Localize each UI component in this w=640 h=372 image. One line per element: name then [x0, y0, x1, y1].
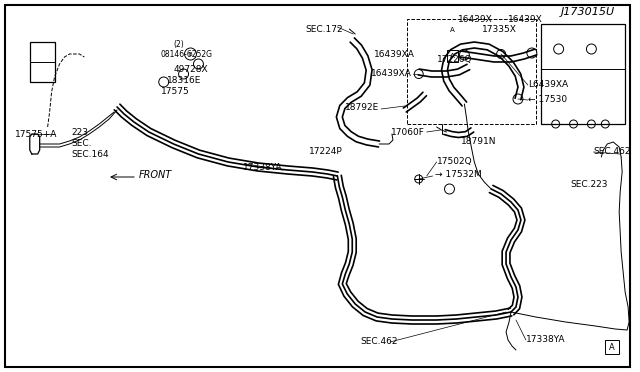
- Text: SEC.223: SEC.223: [570, 180, 608, 189]
- Text: ← 17530: ← 17530: [528, 95, 567, 104]
- Text: 18792E: 18792E: [345, 103, 379, 112]
- Text: 16439X: 16439X: [508, 15, 543, 24]
- Text: A: A: [450, 27, 455, 33]
- Text: 16439X: 16439X: [458, 15, 493, 24]
- Bar: [447, 50, 458, 62]
- Text: (2): (2): [173, 40, 184, 49]
- Text: J173015U: J173015U: [561, 7, 615, 17]
- Text: SEC.172: SEC.172: [306, 25, 343, 34]
- Text: 17575: 17575: [161, 87, 189, 96]
- Bar: [605, 340, 619, 354]
- Text: → 17532M: → 17532M: [435, 170, 481, 179]
- Text: 17060F: 17060F: [391, 128, 425, 137]
- Text: 18791N: 18791N: [461, 137, 497, 146]
- Text: 17338YA: 17338YA: [243, 163, 283, 172]
- Text: 08146-6252G: 08146-6252G: [161, 50, 212, 59]
- Bar: [407, 19, 536, 124]
- Bar: [541, 24, 625, 124]
- Text: 18316E: 18316E: [166, 76, 201, 85]
- Text: 223: 223: [72, 128, 88, 137]
- Text: SEC.462: SEC.462: [593, 147, 631, 156]
- Text: 16439XA: 16439XA: [374, 50, 415, 59]
- Text: L6439XA: L6439XA: [528, 80, 568, 89]
- Text: 17338YA: 17338YA: [526, 335, 565, 344]
- Text: B: B: [189, 51, 193, 57]
- Text: FRONT: FRONT: [139, 170, 172, 180]
- Text: 17226Q: 17226Q: [436, 55, 472, 64]
- Text: 17224P: 17224P: [308, 147, 342, 156]
- Bar: [30, 42, 54, 82]
- Text: A: A: [609, 343, 615, 352]
- Text: SEC.: SEC.: [72, 139, 92, 148]
- Text: 49728X: 49728X: [173, 65, 208, 74]
- Text: SEC.164: SEC.164: [72, 150, 109, 159]
- Text: 16439XA: 16439XA: [371, 69, 412, 78]
- Text: 17502Q: 17502Q: [436, 157, 472, 166]
- Text: 17335X: 17335X: [483, 25, 517, 34]
- Text: SEC.462: SEC.462: [360, 337, 397, 346]
- Text: 17575+A: 17575+A: [15, 130, 57, 139]
- Text: A: A: [450, 53, 455, 59]
